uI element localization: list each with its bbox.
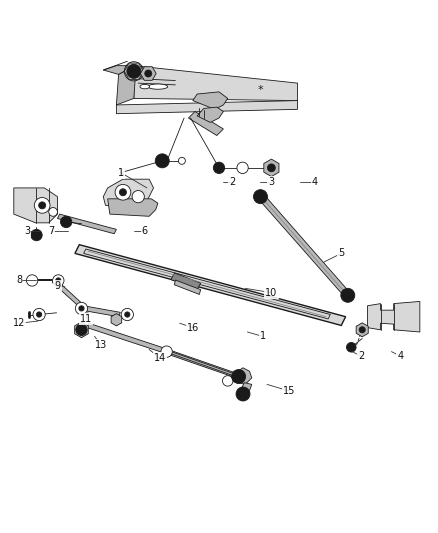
Polygon shape [241, 383, 252, 393]
Text: 13: 13 [95, 340, 107, 350]
Circle shape [39, 202, 46, 209]
Circle shape [232, 369, 246, 384]
Text: 4: 4 [312, 177, 318, 187]
Polygon shape [57, 214, 117, 234]
Polygon shape [52, 279, 85, 309]
Circle shape [237, 162, 248, 174]
Circle shape [341, 288, 355, 302]
Circle shape [213, 162, 225, 174]
Circle shape [76, 324, 87, 335]
Polygon shape [141, 67, 156, 80]
Circle shape [178, 157, 185, 164]
Polygon shape [75, 245, 346, 326]
Text: 1: 1 [260, 332, 266, 341]
Polygon shape [111, 313, 122, 326]
Circle shape [53, 275, 64, 286]
Circle shape [79, 306, 84, 311]
Text: 5: 5 [338, 248, 344, 259]
Polygon shape [258, 193, 350, 298]
Circle shape [60, 216, 72, 228]
Circle shape [49, 207, 57, 216]
Polygon shape [81, 306, 120, 317]
Polygon shape [87, 323, 168, 354]
Text: 4: 4 [397, 351, 403, 361]
Circle shape [33, 309, 45, 321]
Text: 12: 12 [13, 318, 25, 328]
Ellipse shape [140, 84, 150, 89]
Polygon shape [193, 92, 228, 109]
Circle shape [78, 326, 85, 333]
Text: 10: 10 [265, 288, 278, 298]
Polygon shape [108, 199, 158, 216]
Text: 11: 11 [80, 314, 92, 324]
Circle shape [75, 302, 88, 314]
Polygon shape [74, 322, 88, 338]
Circle shape [268, 164, 276, 172]
Polygon shape [117, 101, 297, 114]
Text: 2: 2 [358, 351, 364, 361]
Circle shape [26, 275, 38, 286]
Circle shape [254, 190, 268, 204]
Circle shape [155, 154, 169, 168]
Circle shape [31, 229, 42, 241]
Text: *: * [258, 85, 263, 95]
Polygon shape [103, 179, 153, 205]
Circle shape [36, 312, 42, 317]
Circle shape [145, 70, 152, 77]
Circle shape [130, 67, 138, 76]
Text: 3: 3 [24, 225, 30, 236]
Circle shape [127, 64, 141, 78]
Circle shape [34, 198, 50, 213]
Text: 7: 7 [48, 225, 54, 236]
Polygon shape [188, 111, 223, 135]
Circle shape [121, 309, 134, 321]
Polygon shape [356, 323, 368, 337]
Text: 3: 3 [268, 177, 275, 187]
Polygon shape [103, 66, 134, 75]
Text: 15: 15 [283, 386, 295, 396]
Circle shape [161, 346, 172, 357]
Polygon shape [264, 159, 279, 176]
Polygon shape [117, 66, 136, 105]
Circle shape [120, 189, 127, 196]
Polygon shape [14, 188, 57, 223]
Text: 14: 14 [154, 353, 166, 363]
Circle shape [223, 376, 233, 386]
Polygon shape [197, 107, 223, 123]
Polygon shape [367, 302, 420, 332]
Polygon shape [174, 280, 201, 294]
Polygon shape [166, 350, 233, 376]
Polygon shape [134, 66, 297, 101]
Polygon shape [124, 63, 144, 79]
Circle shape [359, 327, 365, 333]
Text: 6: 6 [142, 225, 148, 236]
Circle shape [125, 312, 130, 317]
Circle shape [56, 278, 61, 283]
Circle shape [346, 343, 356, 352]
Text: 16: 16 [187, 322, 199, 333]
Text: 2: 2 [229, 177, 235, 187]
Polygon shape [232, 368, 252, 384]
Circle shape [115, 184, 131, 200]
Ellipse shape [148, 84, 168, 89]
Polygon shape [171, 273, 201, 289]
Circle shape [132, 190, 145, 203]
Text: 1: 1 [118, 168, 124, 177]
Circle shape [236, 387, 250, 401]
Text: 9: 9 [54, 281, 60, 291]
Text: 8: 8 [16, 274, 22, 285]
